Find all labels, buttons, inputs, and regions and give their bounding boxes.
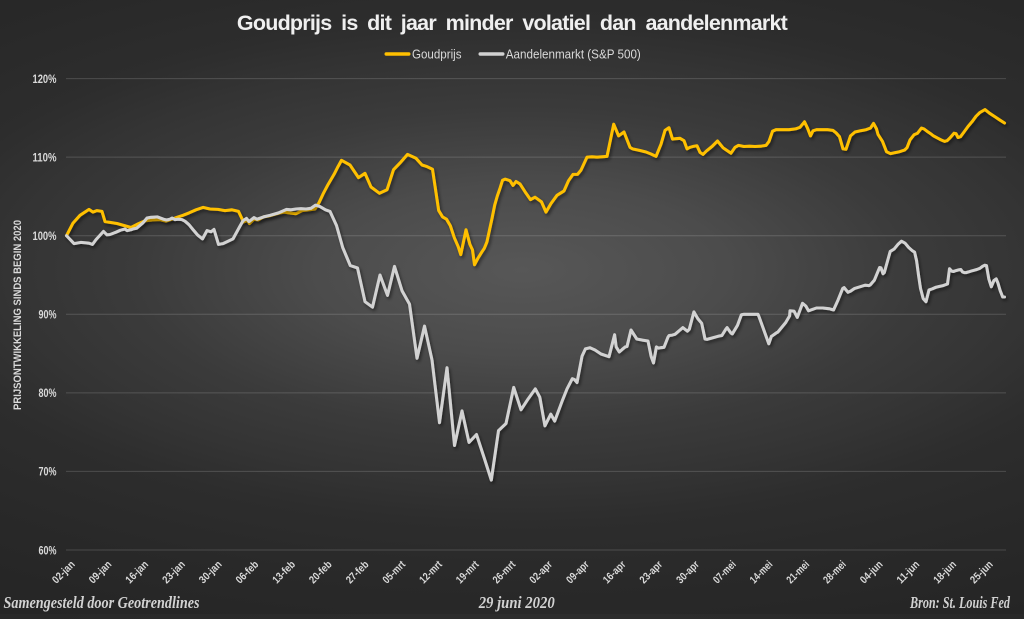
svg-text:19-mrt: 19-mrt — [454, 558, 482, 586]
svg-text:110%: 110% — [33, 150, 57, 164]
svg-text:25-jun: 25-jun — [968, 559, 996, 587]
svg-text:04-jun: 04-jun — [858, 559, 886, 587]
svg-text:100%: 100% — [33, 229, 57, 243]
svg-text:05-mrt: 05-mrt — [381, 558, 409, 586]
svg-text:PRIJSONTWIKKELING SINDS BEGIN: PRIJSONTWIKKELING SINDS BEGIN 2020 — [12, 220, 24, 410]
svg-text:13-feb: 13-feb — [270, 558, 298, 586]
svg-text:30-jan: 30-jan — [197, 559, 225, 587]
svg-text:06-feb: 06-feb — [234, 558, 262, 586]
svg-text:Goudprijs is dit jaar minder v: Goudprijs is dit jaar minder volatiel da… — [237, 11, 788, 35]
svg-text:30-apr: 30-apr — [674, 558, 702, 586]
svg-text:09-jan: 09-jan — [87, 559, 115, 587]
svg-text:70%: 70% — [39, 465, 57, 479]
svg-text:29 juni 2020: 29 juni 2020 — [478, 593, 555, 612]
svg-text:16-apr: 16-apr — [601, 558, 629, 586]
svg-text:90%: 90% — [39, 308, 57, 322]
svg-text:14-mei: 14-mei — [748, 559, 776, 587]
svg-text:27-feb: 27-feb — [344, 558, 372, 586]
svg-text:23-jan: 23-jan — [160, 559, 188, 587]
svg-text:16-jan: 16-jan — [123, 559, 151, 587]
svg-text:02-apr: 02-apr — [527, 558, 555, 586]
svg-text:18-jun: 18-jun — [931, 559, 959, 587]
svg-text:12-mrt: 12-mrt — [417, 558, 445, 586]
svg-text:80%: 80% — [39, 386, 57, 400]
svg-text:120%: 120% — [33, 72, 57, 86]
svg-text:Bron: St. Louis Fed: Bron: St. Louis Fed — [909, 593, 1010, 612]
svg-text:21-mei: 21-mei — [784, 559, 812, 587]
svg-text:Goudprijs: Goudprijs — [412, 47, 462, 62]
svg-text:07-mei: 07-mei — [711, 559, 739, 587]
svg-text:Samengesteld door Geotrendline: Samengesteld door Geotrendlines — [4, 593, 200, 612]
svg-text:23-apr: 23-apr — [638, 558, 666, 586]
svg-text:11-jun: 11-jun — [895, 559, 923, 587]
svg-text:20-feb: 20-feb — [307, 558, 335, 586]
svg-text:28-mei: 28-mei — [821, 559, 849, 587]
svg-text:26-mrt: 26-mrt — [491, 558, 519, 586]
svg-text:09-apr: 09-apr — [564, 558, 592, 586]
svg-text:02-jan: 02-jan — [50, 559, 78, 587]
svg-text:Aandelenmarkt (S&P 500): Aandelenmarkt (S&P 500) — [506, 47, 641, 62]
svg-text:60%: 60% — [39, 543, 57, 557]
